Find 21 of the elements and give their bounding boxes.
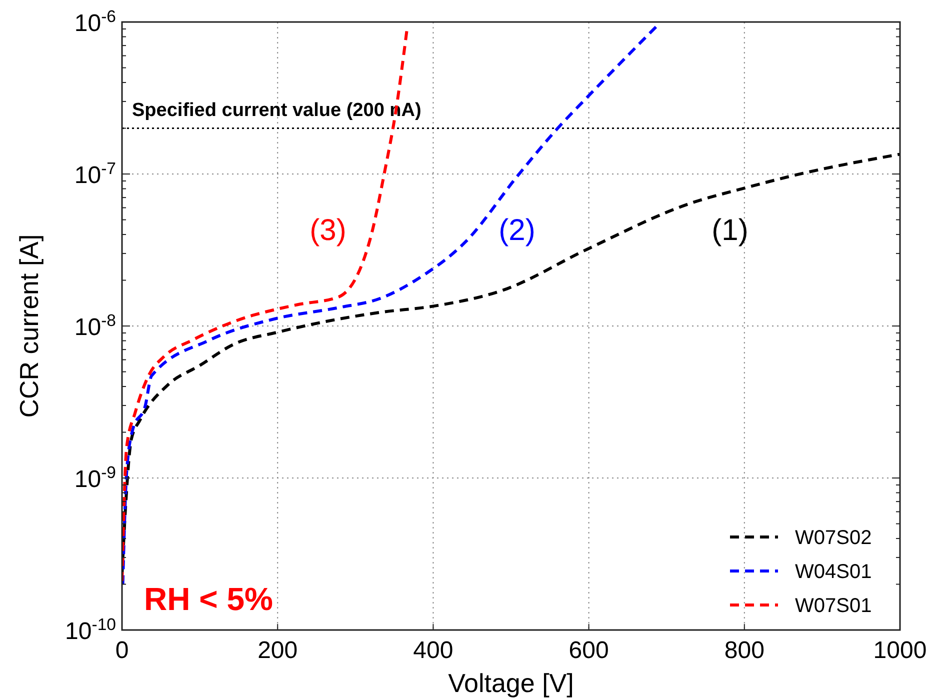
ref-line-label: Specified current value (200 nA): [132, 100, 422, 122]
x-tick-label: 600: [568, 637, 609, 664]
legend-label: W07S01: [795, 595, 872, 617]
y-tick-label: 10$^{-7}$: [74, 158, 116, 189]
annotation: (2): [498, 214, 536, 247]
y-axis-title: CCR current [A]: [14, 234, 44, 418]
y-tick-label: 10$^{-8}$: [74, 310, 116, 341]
annotation: RH < 5%: [144, 581, 273, 617]
x-tick-label: 800: [724, 637, 764, 664]
x-axis-title: Voltage [V]: [448, 668, 574, 698]
x-tick-label: 400: [413, 637, 454, 664]
annotation: (1): [712, 214, 748, 247]
y-tick-label: 10$^{-6}$: [74, 6, 116, 37]
legend-label: W07S02: [795, 527, 872, 549]
x-tick-label: 200: [258, 637, 298, 664]
x-tick-label: 0: [115, 637, 129, 664]
y-tick-label: 10$^{-10}$: [65, 614, 116, 645]
legend-label: W04S01: [795, 561, 872, 583]
x-tick-label: 1000: [873, 637, 927, 664]
annotation: (3): [310, 214, 346, 247]
y-tick-label: 10$^{-9}$: [74, 462, 116, 493]
